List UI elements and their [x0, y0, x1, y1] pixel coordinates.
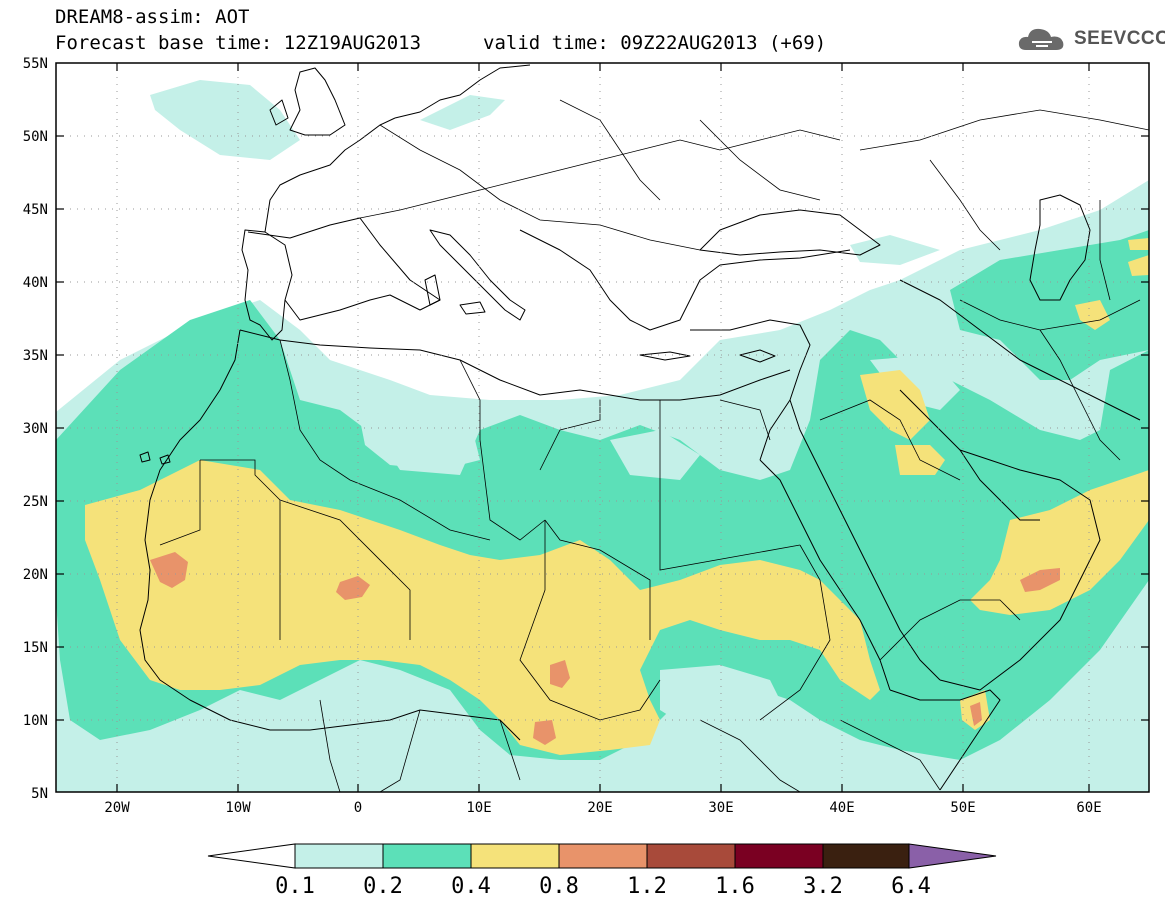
colorbar-label: 3.2	[803, 874, 843, 899]
colorbar-box	[382, 843, 472, 869]
lat-label: 10N	[23, 713, 48, 729]
coastlines	[139, 64, 1141, 791]
lat-label: 30N	[23, 421, 48, 437]
aot-band-0.1-patches	[360, 355, 960, 740]
lat-label: 45N	[23, 202, 48, 218]
logo-text: SEEVCCC	[1074, 28, 1165, 49]
colorbar	[207, 843, 997, 869]
lat-lon-grid	[56, 63, 1149, 792]
colorbar-box	[558, 843, 648, 869]
lon-label: 60E	[1076, 800, 1101, 816]
forecast-base-time: Forecast base time: 12Z19AUG2013	[55, 32, 422, 54]
lat-label: 50N	[23, 129, 48, 145]
colorbar-label: 0.2	[363, 874, 403, 899]
map-title: DREAM8-assim: AOT	[55, 6, 250, 28]
colorbar-label: 0.4	[451, 874, 491, 899]
seevccc-logo: SEEVCCC	[1018, 26, 1165, 52]
lon-label: 10W	[225, 800, 251, 816]
colorbar-high-arrow	[908, 843, 997, 869]
colorbar-labels: 0.1 0.2 0.4 0.8 1.2 1.6 3.2 6.4	[275, 874, 931, 899]
lat-label: 25N	[23, 494, 48, 510]
lat-label: 35N	[23, 348, 48, 364]
lon-label: 50E	[950, 800, 975, 816]
lon-label: 20W	[104, 800, 130, 816]
lat-label: 55N	[23, 56, 48, 72]
lon-label: 40E	[829, 800, 854, 816]
colorbar-label: 0.8	[539, 874, 579, 899]
colorbar-box	[294, 843, 384, 869]
colorbar-box	[470, 843, 560, 869]
aot-field	[56, 63, 1149, 792]
cloud-logo-icon	[1018, 28, 1064, 50]
valid-time: valid time: 09Z22AUG2013 (+69)	[483, 32, 827, 54]
lon-label: 10E	[466, 800, 491, 816]
colorbar-label: 6.4	[891, 874, 931, 899]
lat-label: 5N	[31, 786, 48, 802]
lon-label: 30E	[708, 800, 733, 816]
lat-label: 15N	[23, 640, 48, 656]
colorbar-box	[646, 843, 736, 869]
colorbar-label: 1.2	[627, 874, 667, 899]
latitude-labels: 55N 50N 45N 40N 35N 30N 25N 20N 15N 10N …	[23, 56, 48, 802]
colorbar-label: 0.1	[275, 874, 315, 899]
lon-label: 20E	[587, 800, 612, 816]
lat-label: 40N	[23, 275, 48, 291]
colorbar-box	[822, 843, 910, 869]
colorbar-label: 1.6	[715, 874, 755, 899]
country-borders	[159, 99, 1149, 792]
lon-label: 0	[354, 800, 362, 816]
colorbar-low-arrow	[207, 843, 296, 869]
longitude-labels: 20W 10W 0 10E 20E 30E 40E 50E 60E	[104, 800, 1101, 816]
colorbar-box	[734, 843, 824, 869]
lat-label: 20N	[23, 567, 48, 583]
tick-marks	[56, 63, 1149, 792]
